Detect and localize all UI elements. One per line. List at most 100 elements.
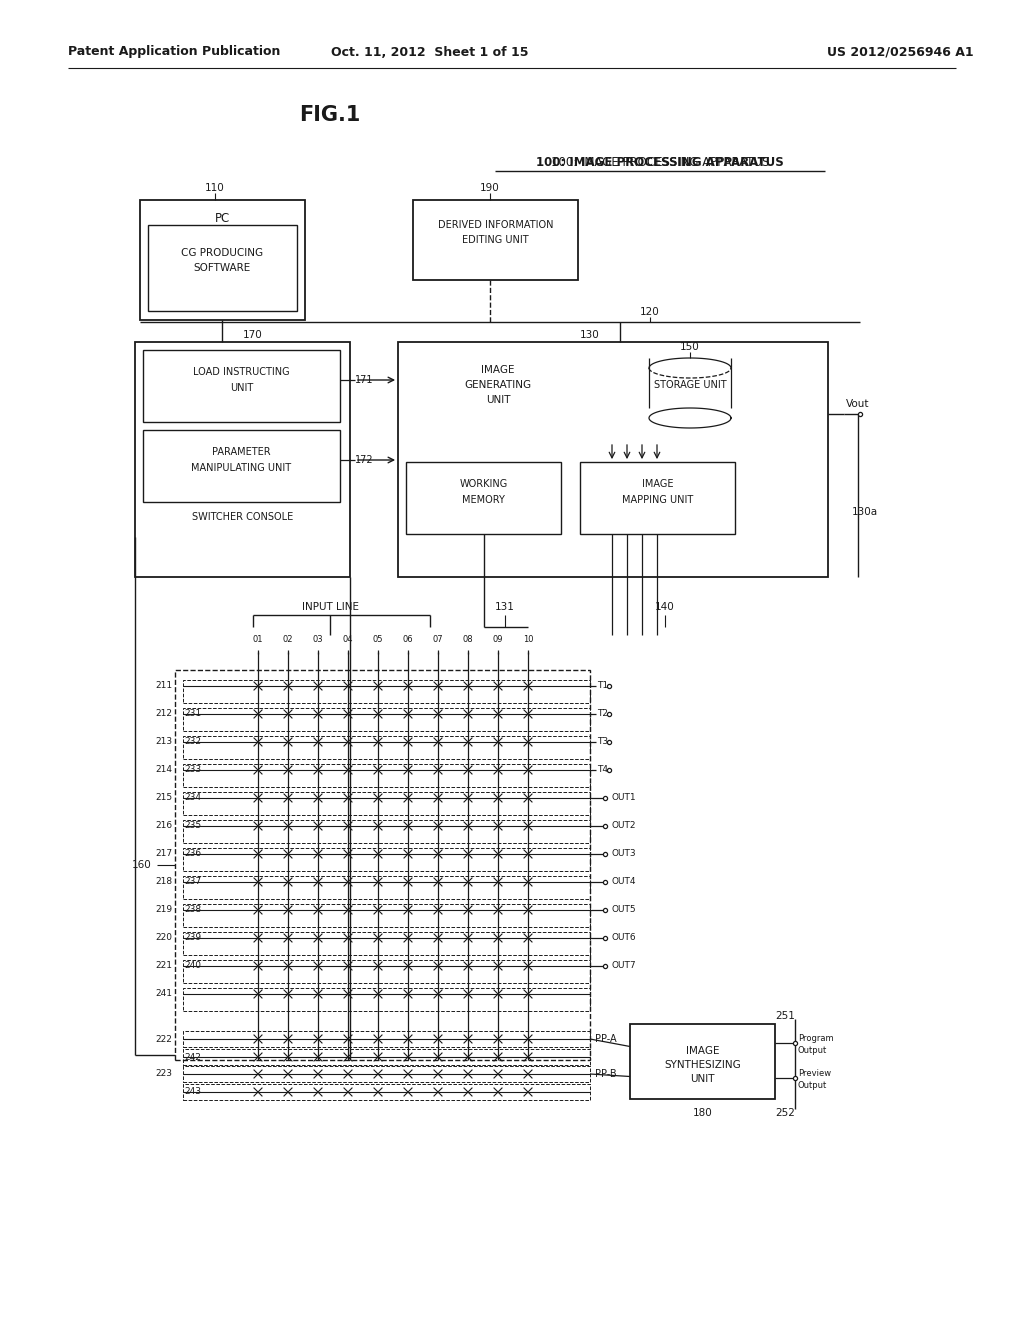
- Bar: [406, 462, 561, 535]
- Text: 180: 180: [692, 1107, 713, 1118]
- Bar: [183, 737, 590, 759]
- Text: OUT3: OUT3: [611, 850, 636, 858]
- Bar: [183, 1084, 590, 1100]
- Text: PP-B: PP-B: [595, 1069, 616, 1078]
- Text: 214: 214: [155, 766, 172, 775]
- Text: PC: PC: [215, 211, 230, 224]
- Text: STORAGE UNIT: STORAGE UNIT: [653, 380, 726, 389]
- Text: Preview: Preview: [798, 1069, 831, 1078]
- Text: CG PRODUCING: CG PRODUCING: [181, 248, 263, 257]
- Text: GENERATING: GENERATING: [465, 380, 531, 389]
- Text: T1: T1: [597, 681, 608, 690]
- Text: 223: 223: [155, 1069, 172, 1078]
- Text: T3: T3: [597, 738, 608, 747]
- Text: UNIT: UNIT: [229, 383, 253, 393]
- Text: 219: 219: [155, 906, 172, 915]
- Bar: [135, 342, 350, 577]
- Bar: [183, 932, 590, 954]
- Bar: [183, 960, 590, 983]
- Bar: [183, 764, 590, 787]
- Text: 237: 237: [184, 878, 201, 887]
- Text: 216: 216: [155, 821, 172, 830]
- Text: 211: 211: [155, 681, 172, 690]
- Text: 238: 238: [184, 906, 201, 915]
- Text: 03: 03: [312, 635, 324, 644]
- Text: 02: 02: [283, 635, 293, 644]
- Text: OUT5: OUT5: [611, 906, 636, 915]
- Bar: [183, 987, 590, 1011]
- Text: Program: Program: [798, 1035, 834, 1043]
- Text: 05: 05: [373, 635, 383, 644]
- Text: T4: T4: [597, 766, 608, 775]
- Text: US 2012/0256946 A1: US 2012/0256946 A1: [826, 45, 974, 58]
- Text: 170: 170: [243, 330, 263, 341]
- Text: MAPPING UNIT: MAPPING UNIT: [622, 495, 693, 506]
- Text: OUT6: OUT6: [611, 933, 636, 942]
- Text: 218: 218: [155, 878, 172, 887]
- Text: SWITCHER CONSOLE: SWITCHER CONSOLE: [191, 512, 293, 521]
- Bar: [413, 201, 578, 280]
- Bar: [140, 201, 305, 319]
- Text: SOFTWARE: SOFTWARE: [194, 263, 251, 273]
- Text: 220: 220: [155, 933, 172, 942]
- Text: 221: 221: [155, 961, 172, 970]
- Text: T2: T2: [597, 710, 608, 718]
- Text: OUT4: OUT4: [611, 878, 636, 887]
- Text: 190: 190: [480, 183, 500, 193]
- Bar: [183, 708, 590, 731]
- Text: SYNTHESIZING: SYNTHESIZING: [665, 1060, 741, 1071]
- Text: 236: 236: [184, 850, 201, 858]
- Text: 252: 252: [775, 1107, 795, 1118]
- Text: 241: 241: [155, 990, 172, 998]
- Text: 08: 08: [463, 635, 473, 644]
- Text: 131: 131: [495, 602, 515, 612]
- Bar: [183, 876, 590, 899]
- Text: OUT7: OUT7: [611, 961, 636, 970]
- Text: 150: 150: [680, 342, 699, 352]
- Text: OUT1: OUT1: [611, 793, 636, 803]
- Text: 251: 251: [775, 1011, 795, 1020]
- Text: WORKING: WORKING: [460, 479, 508, 488]
- Text: 120: 120: [640, 308, 659, 317]
- Text: 232: 232: [184, 738, 201, 747]
- Text: OUT2: OUT2: [611, 821, 636, 830]
- Text: MEMORY: MEMORY: [462, 495, 505, 506]
- Text: 172: 172: [355, 455, 374, 465]
- Text: 243: 243: [184, 1088, 201, 1097]
- Text: EDITING UNIT: EDITING UNIT: [462, 235, 528, 246]
- Text: 235: 235: [184, 821, 201, 830]
- Text: UNIT: UNIT: [690, 1074, 715, 1085]
- Text: 239: 239: [184, 933, 201, 942]
- Bar: [580, 462, 735, 535]
- Bar: [183, 1031, 590, 1047]
- Text: DERIVED INFORMATION: DERIVED INFORMATION: [437, 220, 553, 230]
- Text: Vout: Vout: [846, 399, 869, 409]
- Bar: [183, 792, 590, 814]
- Bar: [183, 820, 590, 843]
- Text: LOAD INSTRUCTING: LOAD INSTRUCTING: [194, 367, 290, 378]
- Text: 100: IMAGE PROCESSING APPARATUS: 100: IMAGE PROCESSING APPARATUS: [551, 157, 769, 169]
- Text: PARAMETER: PARAMETER: [212, 447, 270, 457]
- Text: 09: 09: [493, 635, 503, 644]
- Text: 100: IMAGE PROCESSING APPARATUS: 100: IMAGE PROCESSING APPARATUS: [537, 157, 784, 169]
- Text: 212: 212: [155, 710, 172, 718]
- Text: 130a: 130a: [852, 507, 879, 517]
- Text: 160: 160: [132, 861, 152, 870]
- Text: 10: 10: [522, 635, 534, 644]
- Text: 222: 222: [155, 1035, 172, 1044]
- Text: Output: Output: [798, 1047, 827, 1055]
- Text: 234: 234: [184, 793, 201, 803]
- Text: 215: 215: [155, 793, 172, 803]
- Text: 171: 171: [355, 375, 374, 385]
- Bar: [143, 350, 340, 422]
- Bar: [398, 342, 828, 577]
- Text: 110: 110: [205, 183, 225, 193]
- Text: 213: 213: [155, 738, 172, 747]
- Text: 217: 217: [155, 850, 172, 858]
- Text: UNIT: UNIT: [485, 395, 510, 405]
- Bar: [183, 1049, 590, 1065]
- Text: Oct. 11, 2012  Sheet 1 of 15: Oct. 11, 2012 Sheet 1 of 15: [331, 45, 528, 58]
- Bar: [143, 430, 340, 502]
- Bar: [630, 1024, 775, 1100]
- Bar: [183, 680, 590, 704]
